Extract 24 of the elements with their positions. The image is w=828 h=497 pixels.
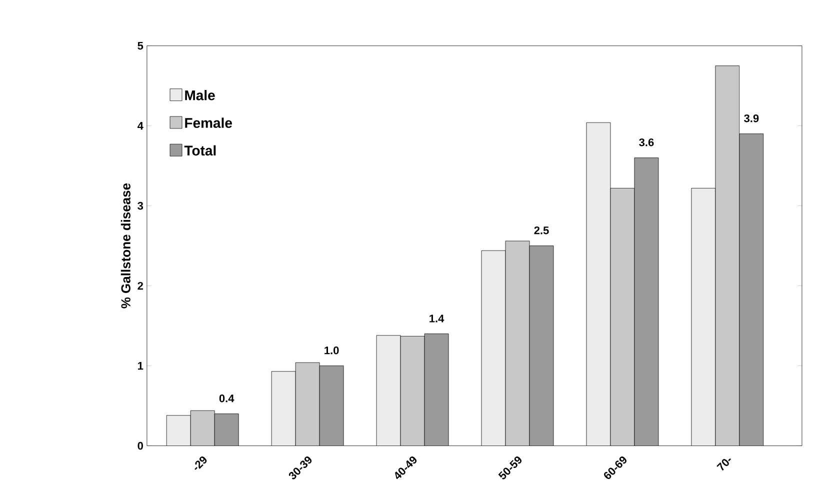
legend-label: Female	[185, 118, 232, 128]
data-label: 0.4	[219, 394, 234, 402]
bar	[481, 250, 506, 446]
data-label: 1.0	[324, 346, 339, 354]
data-label: 1.4	[430, 314, 444, 322]
y-tick-label: 2	[138, 282, 143, 290]
y-tick-label: 0	[138, 442, 143, 450]
bar	[586, 122, 611, 446]
data-label: 3.6	[639, 138, 654, 146]
y-tick-label: 3	[138, 202, 144, 210]
legend-label: Male	[185, 90, 215, 100]
y-axis-title: % Gallstone disease	[120, 183, 130, 308]
y-tick-label: 5	[138, 42, 144, 50]
bar	[271, 371, 296, 446]
bar	[376, 335, 401, 446]
data-label: 3.9	[744, 114, 759, 122]
bar	[691, 188, 716, 446]
y-tick-label: 4	[137, 122, 144, 130]
data-label: 2.5	[534, 226, 549, 234]
x-tick-label: 70-	[716, 458, 731, 471]
bar	[166, 415, 191, 446]
x-tick-label: -29	[194, 456, 207, 470]
legend-label: Total	[184, 145, 216, 156]
y-tick-label: 1	[138, 362, 144, 370]
